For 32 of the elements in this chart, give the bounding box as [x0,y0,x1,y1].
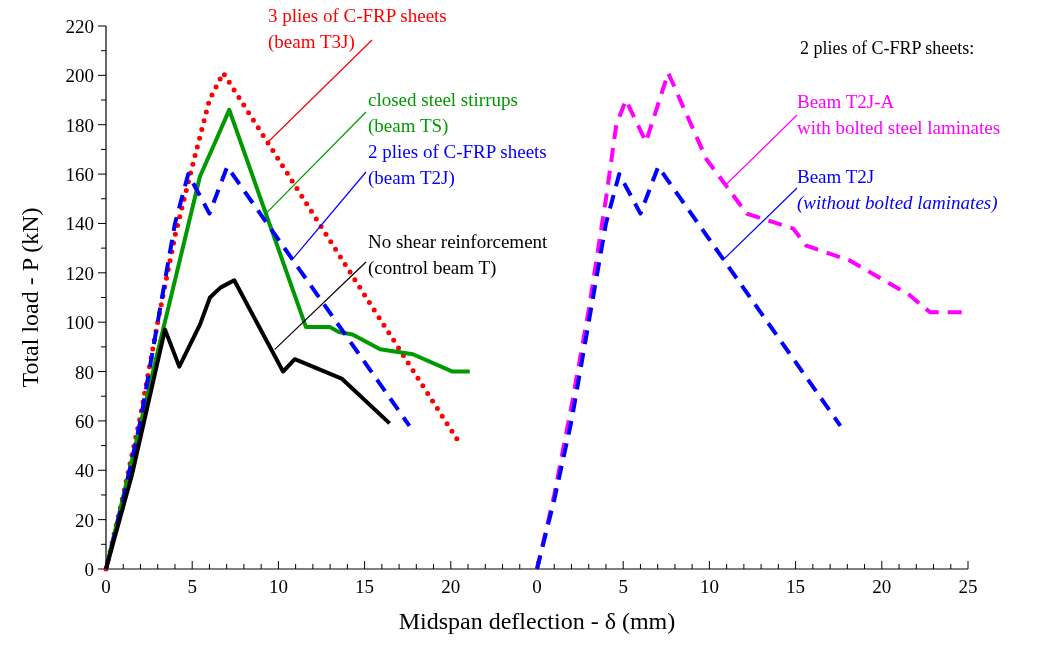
y-tick-label: 40 [75,460,94,482]
x-tick-label: 0 [532,576,542,597]
x-tick-label: 25 [958,576,978,597]
y-tick-label: 60 [75,410,94,432]
y-tick-label: 80 [75,361,94,383]
annotation: Beam T2J (without bolted laminates) [797,166,998,214]
x-tick-label: 10 [699,576,719,597]
annotation: closed steel stirrups (beam TS) [368,89,518,137]
x-tick-label: 20 [872,576,892,597]
y-tick-label: 220 [65,16,94,37]
y-tick-label: 100 [65,312,94,334]
x-tick-label: 0 [101,576,111,597]
annotation: Beam T2J-A with bolted steel laminates [797,91,1001,138]
x-tick-label: 5 [618,576,628,597]
y-axis-title: Total load - P (kN) [17,207,43,388]
y-tick-label: 200 [65,65,94,87]
y-tick-label: 160 [65,164,94,186]
y-tick-label: 120 [65,262,94,284]
y-tick-label: 20 [75,509,94,531]
annotation: 3 plies of C-FRP sheets (beam T3J) [268,5,447,53]
y-tick-label: 140 [65,213,94,235]
annotation: 2 plies of C-FRP sheets: [800,38,975,58]
x-tick-label: 15 [786,576,806,597]
x-tick-label: 5 [187,576,197,597]
x-axis-title: Midspan deflection - δ (mm) [398,608,676,634]
annotation: 2 plies of C-FRP sheets (beam T2J) [368,141,547,189]
x-tick-label: 15 [355,576,375,597]
x-tick-label: 10 [268,576,288,597]
y-tick-label: 180 [65,114,94,136]
annotation: No shear reinforcement (control beam T) [368,231,549,279]
y-tick-label: 0 [84,559,94,580]
x-tick-label: 20 [441,576,461,597]
